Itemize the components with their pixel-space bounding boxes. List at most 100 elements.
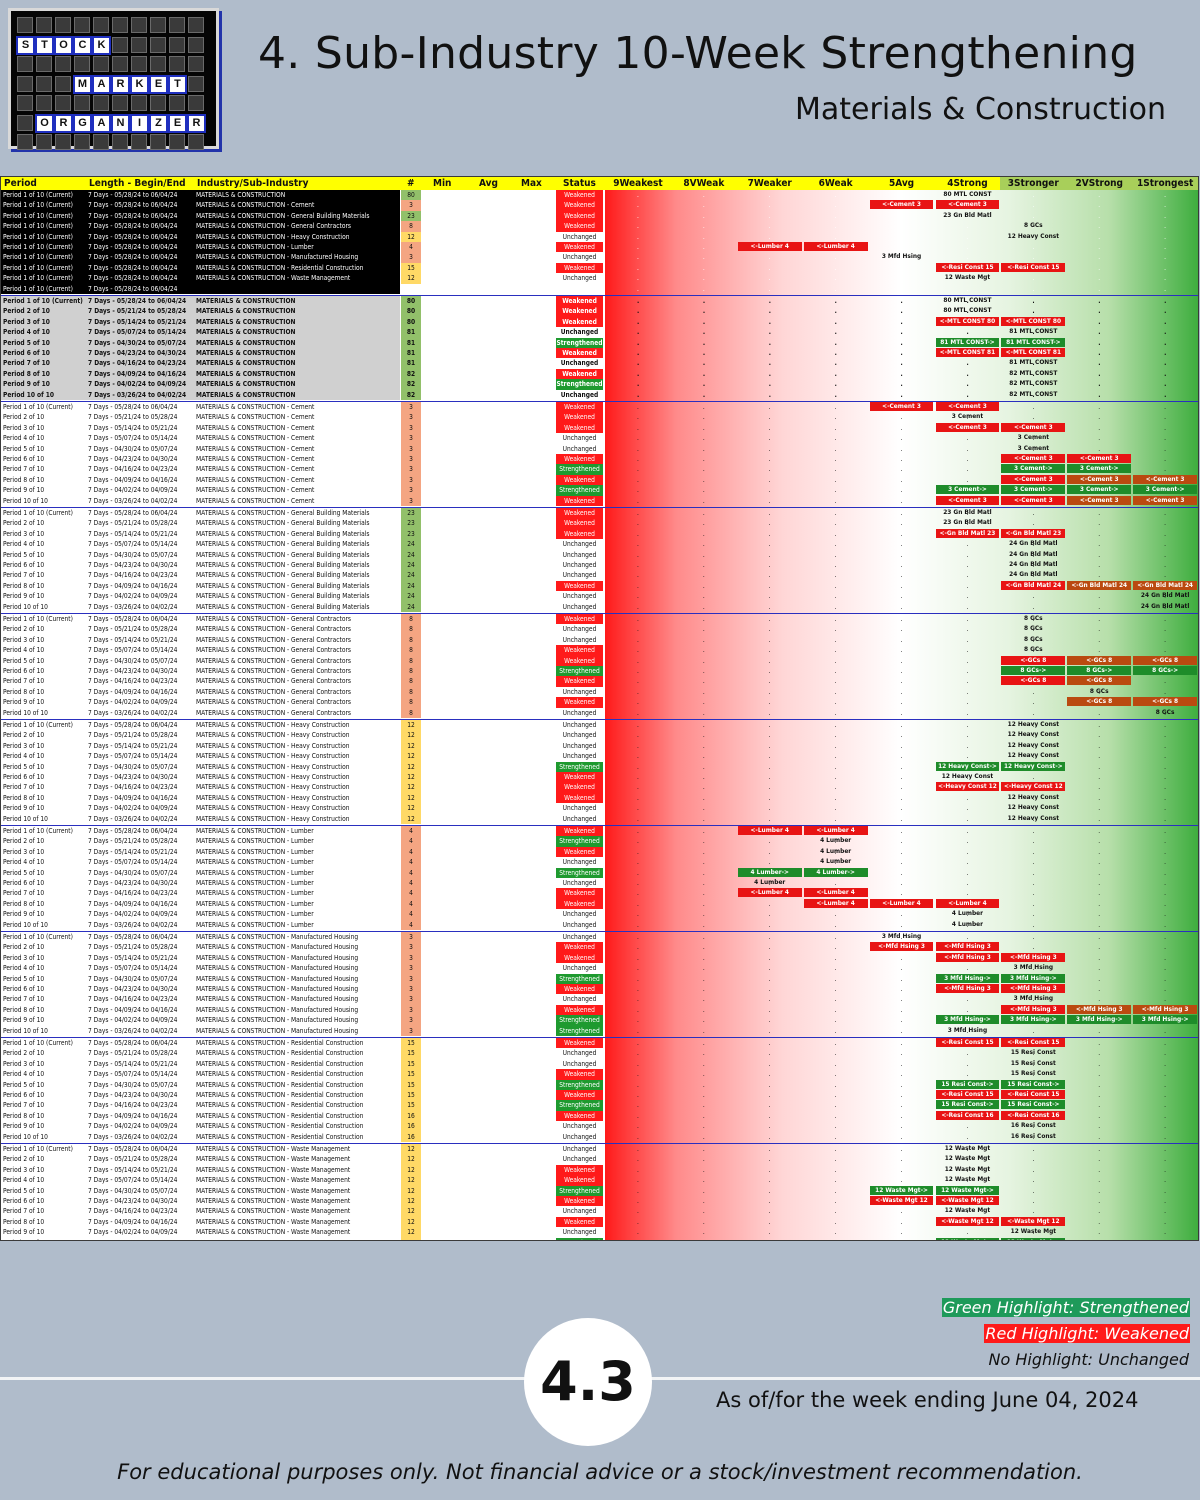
table-row: Period 8 of 10 7 Days - 04/09/24 to 04/16… (1, 1216, 1198, 1228)
cell-count: 81 (401, 327, 421, 338)
zone-dot: . (636, 879, 639, 887)
table-row: Period 1 of 10 (Current) 7 Days - 05/28/2… (1, 720, 1198, 731)
logo-tile (55, 56, 71, 72)
zone-dot: . (834, 1176, 837, 1185)
zone-dot: . (1098, 1049, 1101, 1058)
cell-status: Strengthened (556, 836, 603, 847)
cell-status: Weakened (556, 368, 603, 380)
table-row: Period 6 of 10 7 Days - 04/23/24 to 04/30… (1, 1196, 1198, 1207)
zone-dot: . (834, 455, 837, 463)
cell-status: Unchanged (556, 857, 603, 868)
cell-count: 80 (401, 316, 421, 328)
zone-dot: . (834, 519, 837, 528)
table-row: Period 2 of 10 7 Days - 05/21/24 to 05/28… (1, 412, 1198, 423)
cell-industry: MATERIALS & CONSTRUCTION - Heavy Constru… (196, 804, 350, 813)
zone-dot: . (966, 635, 969, 644)
cell-status: Strengthened (556, 973, 603, 984)
zone-dot: . (702, 793, 705, 802)
zone-marker: 4 Lumber (951, 919, 984, 928)
zone-dot: . (1164, 274, 1167, 283)
cell-count: 24 (401, 549, 421, 560)
zone-marker: <-Resi Const 15 (935, 1038, 1000, 1047)
zone-dot: . (702, 985, 705, 993)
cell-length: 7 Days - 05/28/24 to 06/04/24 (88, 201, 178, 210)
cell-status: Strengthened (556, 1100, 603, 1111)
cell-period: Period 6 of 10 (3, 561, 45, 569)
zone-dot: . (1164, 263, 1167, 272)
zone-dot: . (1098, 1228, 1101, 1237)
cell-industry: MATERIALS & CONSTRUCTION - Lumber (196, 243, 314, 251)
cell-count: 12 (401, 1237, 421, 1240)
cell-status: Unchanged (556, 720, 603, 731)
zone-marker: <-MTL CONST 80 (1001, 316, 1066, 326)
zone-dot: . (1098, 910, 1101, 919)
cell-period: Period 7 of 10 (3, 995, 45, 1004)
cell-industry: MATERIALS & CONSTRUCTION - Heavy Constru… (196, 731, 350, 740)
zone-dot: . (900, 762, 903, 771)
zone-dot: . (702, 496, 705, 505)
zone-dot: . (900, 1228, 903, 1237)
zone-dot: . (636, 571, 639, 580)
zone-dot: . (900, 455, 903, 463)
zone-dot: . (1164, 985, 1167, 993)
logo-tile (55, 17, 71, 33)
cell-status: Weakened (556, 952, 603, 964)
table-row: Period 4 of 10 7 Days - 05/07/24 to 05/14… (1, 645, 1198, 656)
zone-dot: . (768, 297, 772, 305)
zone-dot: . (966, 687, 969, 696)
zone-marker: 3 Cement-> (1001, 485, 1066, 495)
zone-dot: . (966, 995, 969, 1004)
cell-status: Unchanged (556, 327, 603, 338)
cell-count: 82 (401, 379, 421, 390)
zone-dot: . (1032, 899, 1035, 908)
table-row: Period 7 of 10 7 Days - 04/16/24 to 04/23… (1, 888, 1198, 899)
zone-dot: . (900, 667, 903, 675)
zone-marker: 12 Heavy Const (941, 772, 994, 780)
cell-period: Period 9 of 10 (3, 486, 45, 495)
cell-count: 12 (401, 782, 421, 793)
zone-dot: . (834, 1132, 837, 1141)
zone-dot: . (1164, 635, 1167, 644)
cell-industry: MATERIALS & CONSTRUCTION - Residential C… (196, 1039, 364, 1047)
zone-dot: . (834, 403, 837, 411)
zone-dot: . (834, 561, 837, 569)
zone-marker: <-MTL CONST 81 (1001, 348, 1066, 357)
cell-industry: MATERIALS & CONSTRUCTION - Heavy Constru… (196, 773, 350, 781)
zone-dot: . (1098, 390, 1101, 399)
cell-period: Period 9 of 10 (3, 1122, 45, 1131)
zone-marker: <-Lumber 4 (803, 826, 868, 835)
cell-status: Weakened (556, 474, 603, 486)
zone-dot: . (1032, 1145, 1035, 1153)
zone-dot: . (900, 687, 903, 696)
legend-unchanged: No Highlight: Unchanged (988, 1350, 1189, 1369)
cell-length: 7 Days - 05/21/24 to 05/28/24 (88, 837, 178, 846)
table-row: Period 10 of 107 Days - 03/26/24 to 04/0… (1, 1237, 1198, 1240)
zone-dot: . (768, 540, 771, 549)
zone-dot: . (966, 581, 969, 590)
zone-dot: . (768, 496, 771, 505)
table-row: Period 1 of 10 (Current) 7 Days - 05/28/2… (1, 508, 1198, 519)
zone-dot: . (1164, 1111, 1167, 1120)
zone-dot: . (1098, 380, 1101, 389)
cell-industry: MATERIALS & CONSTRUCTION - General Build… (196, 561, 370, 569)
zone-dot: . (900, 1049, 903, 1058)
zone-dot: . (966, 920, 969, 929)
cell-period: Period 4 of 10 (3, 328, 50, 337)
cell-count: 23 (401, 508, 421, 519)
table-row: Period 2 of 10 7 Days - 05/21/24 to 05/28… (1, 1154, 1198, 1165)
zone-dot: . (900, 1217, 903, 1226)
zone-dot: . (834, 390, 837, 399)
cell-length: 7 Days - 05/28/24 to 06/04/24 (88, 191, 178, 199)
cell-length: 7 Days - 04/16/24 to 04/23/24 (88, 359, 187, 368)
zone-dot: . (702, 571, 705, 580)
table-row: Period 7 of 10 7 Days - 04/16/24 to 04/23… (1, 676, 1198, 687)
zone-dot: . (636, 191, 639, 199)
zone-dot: . (1032, 635, 1035, 644)
zone-dot: . (1164, 191, 1167, 199)
zone-dot: . (834, 380, 837, 389)
zone-dot: . (1098, 338, 1101, 347)
zone-dot: . (900, 933, 903, 941)
zone-dot: . (636, 359, 640, 368)
table-row: Period 2 of 10 7 Days - 05/21/24 to 05/28… (1, 836, 1198, 847)
zone-marker: 4 Lumber (951, 909, 984, 918)
